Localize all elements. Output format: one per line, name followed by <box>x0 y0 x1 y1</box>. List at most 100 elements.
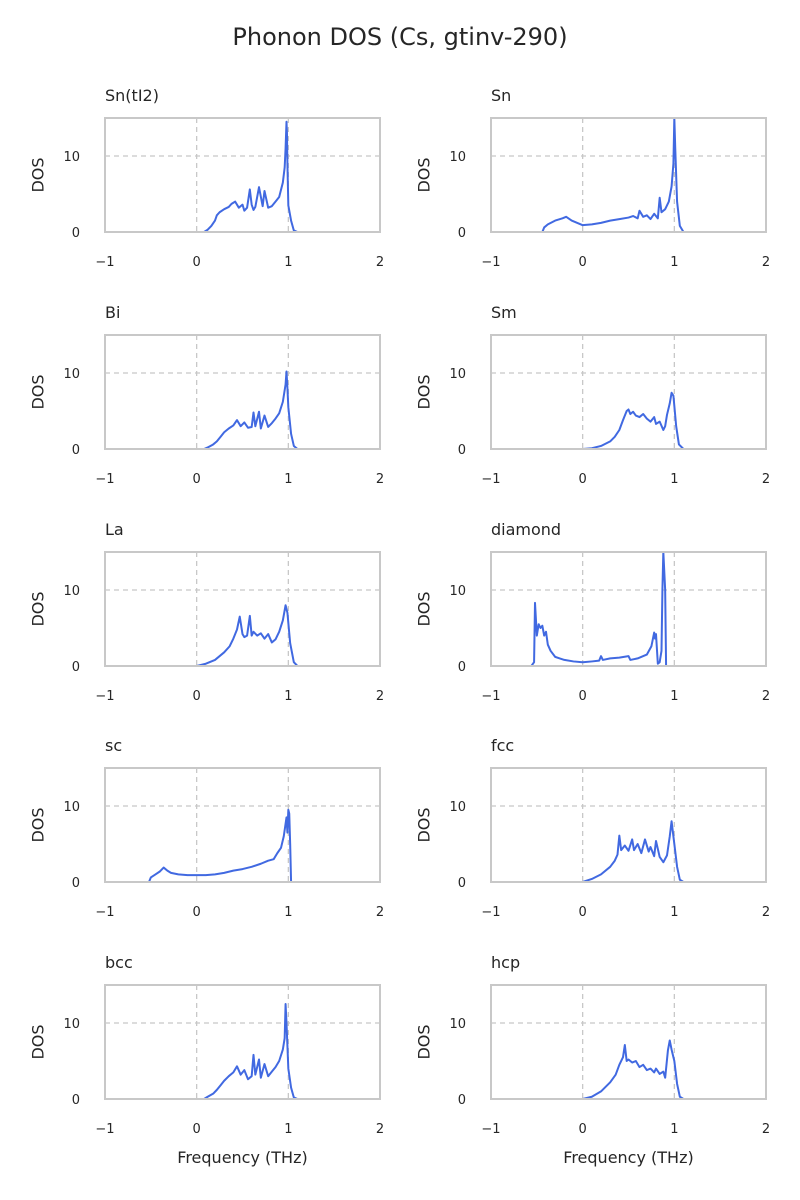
panel-sm-ytick-label-0: 0 <box>458 443 466 458</box>
panel-sn-ti2-xtick-label-2: 1 <box>284 255 292 270</box>
panel-bcc-xtick-label-0: −1 <box>95 1122 114 1137</box>
panel-sn-ti2-xtick-label-0: −1 <box>95 255 114 270</box>
panel-diamond-series-line-0 <box>491 552 766 666</box>
panel-sc-frame <box>104 767 381 883</box>
panel-hcp-xtick-label-2: 1 <box>670 1122 678 1137</box>
panel-la-xtick-label-2: 1 <box>284 689 292 704</box>
panel-diamond-xtick-label-3: 2 <box>762 689 770 704</box>
panel-sn-ti2-xtick-label-3: 2 <box>376 255 384 270</box>
panel-sn-frame <box>490 117 767 233</box>
panel-sc-xtick-label-0: −1 <box>95 905 114 920</box>
panel-sn-ti2-frame <box>104 117 381 233</box>
panel-la-series-line-0 <box>105 604 380 666</box>
panel-fcc-title: fcc <box>491 736 514 755</box>
panel-bcc-xlabel: Frequency (THz) <box>177 1148 307 1167</box>
panel-sm-ytick-label-1: 10 <box>449 367 466 382</box>
panel-bi-title: Bi <box>105 303 120 322</box>
panel-bi-ytick-label-1: 10 <box>63 367 80 382</box>
figure-title: Phonon DOS (Cs, gtinv-290) <box>232 23 567 51</box>
panel-sn-ti2-ytick-label-1: 10 <box>63 150 80 165</box>
panel-sn-xtick-label-0: −1 <box>481 255 500 270</box>
panel-bcc-ytick-label-1: 10 <box>63 1017 80 1032</box>
panel-hcp-ylabel: DOS <box>415 1024 434 1059</box>
panel-diamond-xtick-label-1: 0 <box>579 689 587 704</box>
panel-hcp-series-line-0 <box>491 1039 766 1099</box>
panel-hcp-xlabel: Frequency (THz) <box>563 1148 693 1167</box>
panel-la-ytick-label-1: 10 <box>63 584 80 599</box>
panel-sc-xtick-label-1: 0 <box>193 905 201 920</box>
panel-sn-ti2: Sn(tI2) DOS 0 10 −1 0 1 2 <box>29 86 385 270</box>
panel-sn-ti2-title: Sn(tI2) <box>105 86 159 105</box>
panel-diamond-xtick-label-2: 1 <box>670 689 678 704</box>
panel-bi-xtick-label-3: 2 <box>376 472 384 487</box>
panel-sn-ti2-xtick-label-1: 0 <box>193 255 201 270</box>
panel-sc-series-line-0 <box>105 808 380 882</box>
panel-la-xtick-label-0: −1 <box>95 689 114 704</box>
panel-sc: sc DOS 0 10 −1 0 1 2 <box>29 736 385 920</box>
panel-diamond-ytick-label-1: 10 <box>449 584 466 599</box>
panel-hcp-frame <box>490 984 767 1100</box>
panel-bcc-frame <box>104 984 381 1100</box>
panel-bi: Bi DOS 0 10 −1 0 1 2 <box>29 303 385 487</box>
panel-sm-xtick-label-3: 2 <box>762 472 770 487</box>
panel-diamond-ylabel: DOS <box>415 591 434 626</box>
panel-sn-xtick-label-2: 1 <box>670 255 678 270</box>
panel-sm-xtick-label-2: 1 <box>670 472 678 487</box>
panel-diamond-frame <box>490 551 767 667</box>
panel-sm: Sm DOS 0 10 −1 0 1 2 <box>415 303 771 487</box>
panel-fcc-xtick-label-3: 2 <box>762 905 770 920</box>
panel-fcc-series-line-0 <box>491 820 766 882</box>
panel-sm-frame <box>490 334 767 450</box>
panel-sn-ti2-series-line-0 <box>105 120 380 232</box>
panel-bi-xtick-label-0: −1 <box>95 472 114 487</box>
panel-fcc-frame <box>490 767 767 883</box>
panel-sn-ti2-ytick-label-0: 0 <box>72 226 80 241</box>
panel-la-ytick-label-0: 0 <box>72 660 80 675</box>
panel-sc-ytick-label-0: 0 <box>72 876 80 891</box>
panel-hcp-xtick-label-3: 2 <box>762 1122 770 1137</box>
panel-sm-xtick-label-0: −1 <box>481 472 500 487</box>
panel-diamond-xtick-label-0: −1 <box>481 689 500 704</box>
panel-hcp-ytick-label-0: 0 <box>458 1093 466 1108</box>
panel-bcc: bcc DOS 0 10 −1 0 1 2 Frequency (THz) <box>29 953 385 1167</box>
panel-bcc-xtick-label-3: 2 <box>376 1122 384 1137</box>
panel-hcp: hcp DOS 0 10 −1 0 1 2 Frequency (THz) <box>415 953 771 1167</box>
panel-sm-title: Sm <box>491 303 517 322</box>
panel-sc-ytick-label-1: 10 <box>63 800 80 815</box>
panel-fcc-xtick-label-2: 1 <box>670 905 678 920</box>
panel-bi-series-line-0 <box>105 370 380 449</box>
panel-la: La DOS 0 10 −1 0 1 2 <box>29 520 385 704</box>
panel-fcc-ytick-label-0: 0 <box>458 876 466 891</box>
panel-sc-ylabel: DOS <box>29 807 48 842</box>
panel-fcc-xtick-label-0: −1 <box>481 905 500 920</box>
panel-hcp-xtick-label-1: 0 <box>579 1122 587 1137</box>
panel-la-title: La <box>105 520 124 539</box>
panel-hcp-xtick-label-0: −1 <box>481 1122 500 1137</box>
panel-fcc-ylabel: DOS <box>415 807 434 842</box>
panel-bi-ytick-label-0: 0 <box>72 443 80 458</box>
panel-sm-xtick-label-1: 0 <box>579 472 587 487</box>
panel-la-xtick-label-3: 2 <box>376 689 384 704</box>
panel-sn-ylabel: DOS <box>415 157 434 192</box>
panel-sc-xtick-label-3: 2 <box>376 905 384 920</box>
panel-hcp-ytick-label-1: 10 <box>449 1017 466 1032</box>
panel-diamond-ytick-label-0: 0 <box>458 660 466 675</box>
panel-bcc-series-line-0 <box>105 1003 380 1099</box>
panel-diamond: diamond DOS 0 10 −1 0 1 2 <box>415 520 771 704</box>
panel-la-frame <box>104 551 381 667</box>
panel-bi-ylabel: DOS <box>29 374 48 409</box>
panel-sn-xtick-label-3: 2 <box>762 255 770 270</box>
panel-bcc-xtick-label-1: 0 <box>193 1122 201 1137</box>
panel-sn-series-line-0 <box>491 118 766 232</box>
panel-la-ylabel: DOS <box>29 591 48 626</box>
panel-bcc-xtick-label-2: 1 <box>284 1122 292 1137</box>
panel-sn-title: Sn <box>491 86 511 105</box>
panel-bi-xtick-label-2: 1 <box>284 472 292 487</box>
panel-bcc-ylabel: DOS <box>29 1024 48 1059</box>
panel-fcc: fcc DOS 0 10 −1 0 1 2 <box>415 736 771 920</box>
panel-sn-xtick-label-1: 0 <box>579 255 587 270</box>
panel-bi-frame <box>104 334 381 450</box>
panel-sm-ylabel: DOS <box>415 374 434 409</box>
panel-la-xtick-label-1: 0 <box>193 689 201 704</box>
